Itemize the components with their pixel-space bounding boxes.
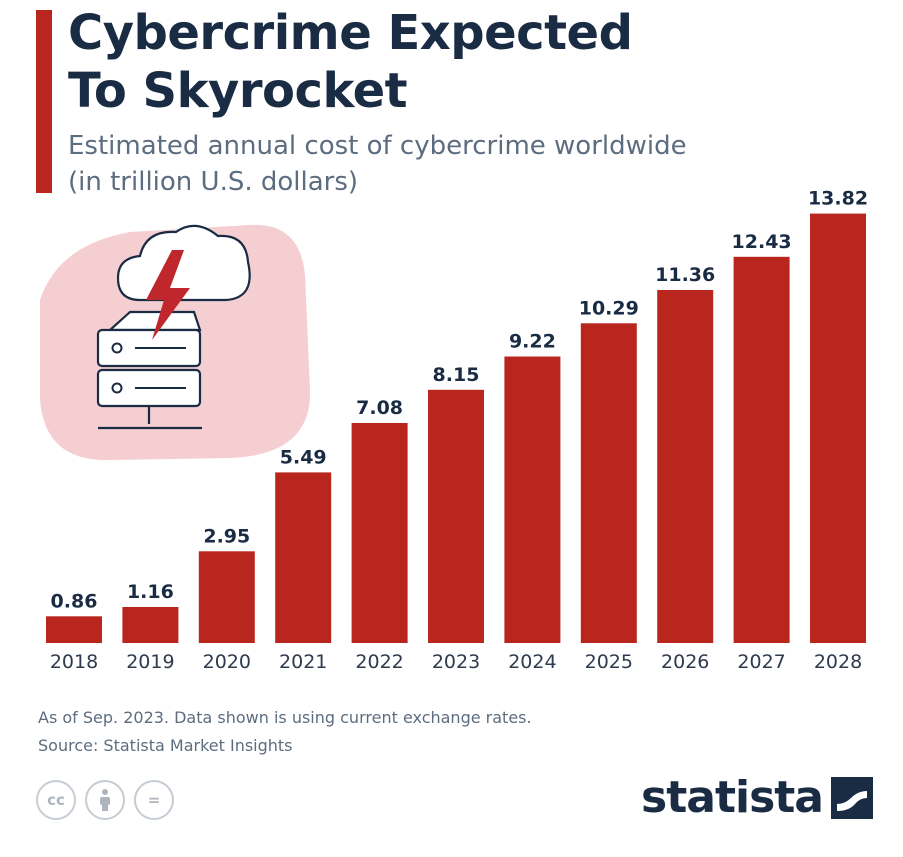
attribution-icon — [85, 780, 125, 820]
value-label-2027: 12.43 — [732, 231, 792, 253]
brand-name: statista — [641, 772, 824, 823]
chart-title-line-2: To Skyrocket — [68, 63, 408, 119]
statista-brand[interactable]: statista — [641, 772, 873, 823]
bar-2027 — [733, 256, 790, 643]
value-label-2022: 7.08 — [356, 397, 403, 419]
x-tick-2022: 2022 — [355, 651, 403, 673]
note-text: As of Sep. 2023. Data shown is using cur… — [38, 708, 532, 727]
bar-2020 — [198, 551, 255, 643]
chart-title: Cybercrime Expected To Skyrocket — [68, 4, 633, 120]
x-tick-2025: 2025 — [585, 651, 633, 673]
x-tick-2019: 2019 — [126, 651, 174, 673]
chart-subtitle: Estimated annual cost of cybercrime worl… — [68, 128, 687, 200]
bar-2018 — [46, 616, 102, 643]
statista-logo-icon — [831, 776, 873, 819]
value-label-2021: 5.49 — [280, 446, 327, 468]
server-icon — [96, 310, 202, 430]
value-label-2018: 0.86 — [51, 590, 98, 612]
value-label-2028: 13.82 — [808, 188, 868, 210]
value-label-2023: 8.15 — [433, 364, 480, 386]
chart-footnote: As of Sep. 2023. Data shown is using cur… — [38, 704, 532, 760]
value-labels-layer: 0.86 1.16 2.95 5.49 7.08 8.15 9.22 10.29 11.36 12… — [51, 188, 869, 613]
cc-icon: cc — [36, 780, 76, 820]
cloud-server-illustration — [40, 224, 311, 461]
value-label-2026: 11.36 — [655, 264, 715, 286]
bar-2028 — [810, 213, 866, 643]
bar-2024 — [504, 356, 561, 643]
bar-2025 — [580, 323, 637, 643]
bar-2023 — [428, 389, 484, 643]
x-tick-2018: 2018 — [50, 651, 98, 673]
chart-title-line-1: Cybercrime Expected — [68, 5, 633, 61]
chart-subtitle-line-2: (in trillion U.S. dollars) — [68, 167, 359, 197]
bar-chart: 0.86 1.16 2.95 5.49 7.08 8.15 9.22 10.29 11.36 12… — [40, 188, 869, 673]
license-icons: cc = — [36, 780, 174, 820]
x-tick-2021: 2021 — [279, 651, 327, 673]
value-label-2025: 10.29 — [579, 297, 639, 319]
bar-2021 — [275, 472, 332, 643]
cloud-icon — [116, 224, 251, 302]
x-tick-2028: 2028 — [814, 651, 862, 673]
value-label-2024: 9.22 — [509, 331, 556, 353]
value-label-2019: 1.16 — [127, 581, 174, 603]
x-tick-2027: 2027 — [737, 651, 785, 673]
source-text: Source: Statista Market Insights — [38, 736, 293, 755]
bar-2022 — [351, 423, 408, 643]
chart-subtitle-line-1: Estimated annual cost of cybercrime worl… — [68, 131, 687, 161]
bar-2019 — [122, 607, 179, 643]
x-tick-2020: 2020 — [203, 651, 251, 673]
x-tick-2026: 2026 — [661, 651, 709, 673]
lightning-bolt-icon — [146, 250, 190, 340]
value-label-2020: 2.95 — [203, 525, 250, 547]
no-derivatives-icon: = — [134, 780, 174, 820]
accent-bar — [36, 10, 52, 193]
x-tick-2024: 2024 — [508, 651, 556, 673]
x-axis-ticks-layer: 2018 2019 2020 2021 2022 2023 2024 2025 2026 2027… — [50, 651, 862, 673]
bar-2026 — [657, 290, 714, 643]
bars-layer — [46, 213, 866, 643]
x-tick-2023: 2023 — [432, 651, 480, 673]
attribution-person-icon — [100, 789, 110, 811]
